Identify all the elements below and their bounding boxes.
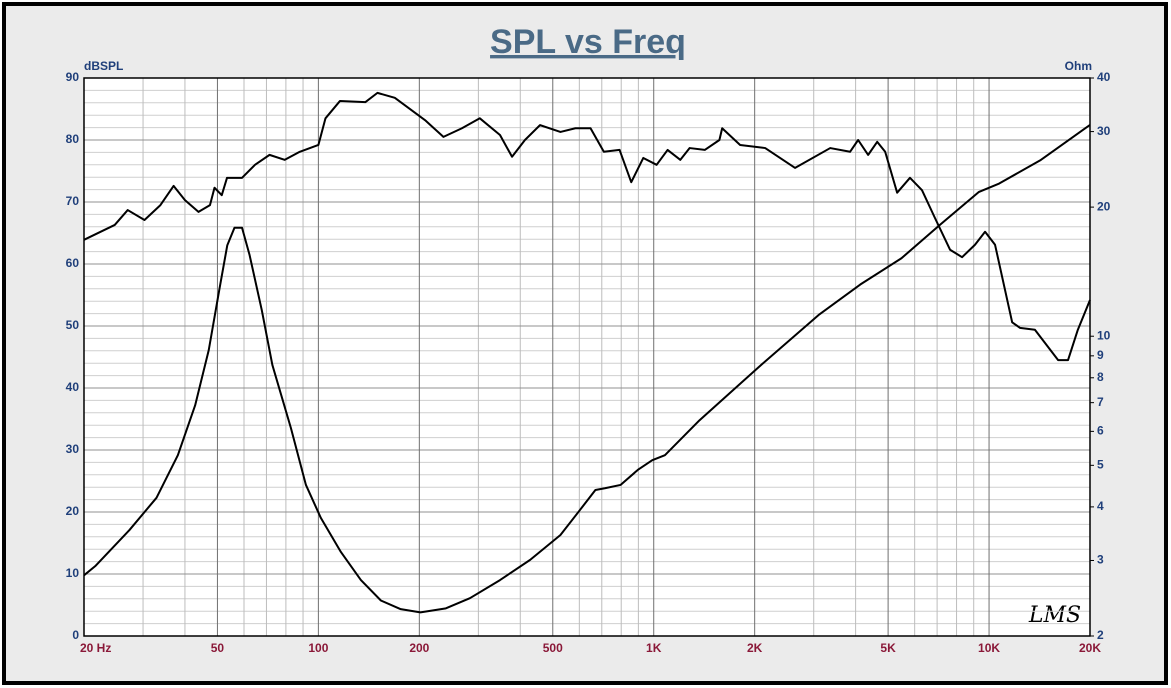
x-tick-label: 100 — [308, 641, 328, 655]
x-tick-label: 2K — [747, 641, 763, 655]
y2-tick-label: 4 — [1097, 499, 1104, 513]
y-tick-label: 70 — [66, 194, 80, 208]
y-tick-label: 10 — [66, 566, 80, 580]
y2-tick-label: 3 — [1097, 553, 1104, 567]
y2-tick-label: 9 — [1097, 348, 1104, 362]
y-tick-label: 90 — [66, 70, 80, 84]
y2-tick-label: 6 — [1097, 424, 1104, 438]
series-line — [83, 91, 1091, 362]
y-tick-label: 0 — [72, 628, 79, 642]
y2-tick-label: 40 — [1097, 70, 1111, 84]
y2-tick-label: 2 — [1097, 628, 1104, 642]
plot-area — [84, 78, 1090, 636]
x-tick-label: 200 — [409, 641, 429, 655]
y2-axis-label: Ohm — [1065, 59, 1092, 73]
y2-tick-label: 7 — [1097, 395, 1104, 409]
y-tick-label: 80 — [66, 132, 80, 146]
x-tick-label: 500 — [543, 641, 563, 655]
grid — [83, 77, 1091, 637]
y2-tick-label: 8 — [1097, 370, 1104, 384]
x-tick-label: 10K — [978, 641, 1000, 655]
annotation: LMS — [1028, 603, 1081, 628]
x-tick-label: 5K — [880, 641, 896, 655]
plot-border — [83, 77, 1091, 637]
x-tick-label: 50 — [211, 641, 225, 655]
series-line — [83, 124, 1091, 614]
y2-tick-label: 20 — [1097, 199, 1111, 213]
x-tick-label: 1K — [646, 641, 662, 655]
y-axis-label: dBSPL — [84, 59, 123, 73]
chart-title: SPL vs Freq — [490, 23, 686, 61]
y2-tick-label: 30 — [1097, 124, 1111, 138]
y-tick-label: 20 — [66, 504, 80, 518]
x-tick-label: 20 Hz — [80, 641, 111, 655]
y-tick-label: 50 — [66, 318, 80, 332]
y-tick-label: 40 — [66, 380, 80, 394]
y-tick-label: 60 — [66, 256, 80, 270]
x-tick-label: 20K — [1079, 641, 1101, 655]
y2-tick-label: 5 — [1097, 457, 1104, 471]
marks — [83, 91, 1091, 614]
y-tick-label: 30 — [66, 442, 80, 456]
y2-tick-label: 10 — [1097, 328, 1111, 342]
